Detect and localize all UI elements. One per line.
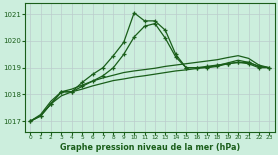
X-axis label: Graphe pression niveau de la mer (hPa): Graphe pression niveau de la mer (hPa) [59,143,240,152]
